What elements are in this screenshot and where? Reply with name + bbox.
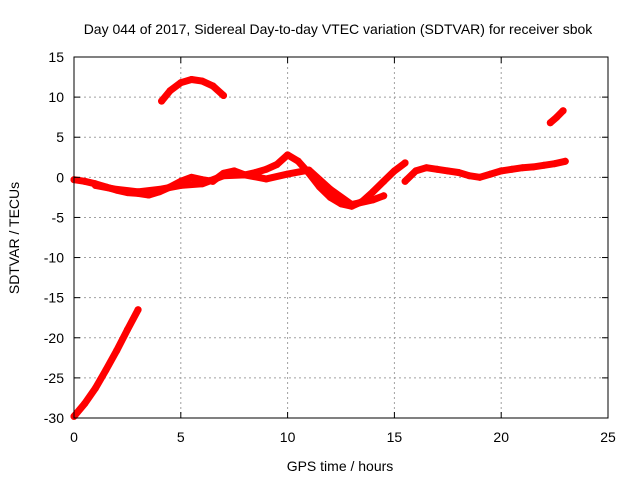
data-point (412, 167, 420, 175)
data-point (134, 306, 142, 314)
y-axis-label: SDTVAR / TECUs (6, 182, 22, 294)
y-tick-label: 10 (48, 89, 64, 105)
y-tick-label: -10 (44, 250, 64, 266)
data-point (220, 92, 228, 100)
plot-frame (73, 56, 609, 419)
data-point (465, 172, 473, 180)
x-axis-label: GPS time / hours (287, 458, 394, 474)
data-point (487, 170, 495, 178)
data-point (551, 160, 559, 168)
data-point (177, 79, 185, 87)
data-point (553, 113, 561, 121)
y-tick-label: 0 (56, 169, 64, 185)
data-point (198, 77, 206, 85)
data-point (559, 107, 567, 115)
data-point (134, 188, 142, 196)
data-point (209, 82, 217, 90)
series-segment-3 (70, 151, 409, 210)
data-point (284, 170, 292, 178)
data-point (546, 119, 554, 127)
series-segment-5 (401, 157, 569, 185)
data-point (476, 173, 484, 181)
y-tick-label: -30 (44, 410, 64, 426)
data-point (444, 167, 452, 175)
data-point (81, 400, 89, 408)
data-point (454, 169, 462, 177)
data-point (273, 160, 281, 168)
y-tick-label: 15 (48, 49, 64, 65)
data-point (123, 326, 131, 334)
data-point (433, 165, 441, 173)
x-tick-label: 0 (70, 429, 78, 445)
data-point (401, 159, 409, 167)
y-tick-label: -25 (44, 370, 64, 386)
data-point (177, 181, 185, 189)
data-point (91, 384, 99, 392)
data-point (113, 185, 121, 193)
y-tick-label: -20 (44, 330, 64, 346)
x-tick-label: 15 (387, 429, 403, 445)
data-point (81, 177, 89, 185)
data-point (91, 181, 99, 189)
data-point (348, 201, 356, 209)
x-tick-label: 10 (280, 429, 296, 445)
data-point (508, 165, 516, 173)
data-point (390, 167, 398, 175)
data-point (241, 171, 249, 179)
data-point (187, 173, 195, 181)
y-tick-label: 5 (56, 129, 64, 145)
x-tick-label: 20 (493, 429, 509, 445)
data-point (198, 180, 206, 188)
data-point (113, 347, 121, 355)
chart-title: Day 044 of 2017, Sidereal Day-to-day VTE… (84, 21, 594, 37)
data-point (422, 164, 430, 172)
data-point (187, 75, 195, 83)
data-point (540, 161, 548, 169)
data-point (369, 188, 377, 196)
data-point (102, 366, 110, 374)
grid-layer (74, 57, 608, 418)
data-point (305, 166, 313, 174)
data-point (401, 177, 409, 185)
data-point (220, 172, 228, 180)
y-tick-label: -15 (44, 290, 64, 306)
y-tick-label: -5 (52, 209, 65, 225)
data-point (158, 97, 166, 105)
data-point (380, 192, 388, 200)
data-point (369, 196, 377, 204)
axis-layer: 0 5 10 15 20 25 -30 -25 -20 -15 -10 -5 0 5 10 15 (44, 49, 616, 445)
data-point (262, 175, 270, 183)
data-point (326, 185, 334, 193)
x-tick-label: 25 (600, 429, 616, 445)
x-tick-label: 5 (177, 429, 185, 445)
data-point (561, 157, 569, 165)
data-point (380, 177, 388, 185)
data-point (294, 157, 302, 165)
data-point (326, 193, 334, 201)
data-point (529, 163, 537, 171)
series-segment-4 (91, 166, 388, 209)
data-point (497, 167, 505, 175)
data-point (284, 151, 292, 159)
data-point (155, 185, 163, 193)
data-point (262, 165, 270, 173)
data-point (166, 87, 174, 95)
series-layer (70, 75, 569, 420)
data-point (519, 164, 527, 172)
